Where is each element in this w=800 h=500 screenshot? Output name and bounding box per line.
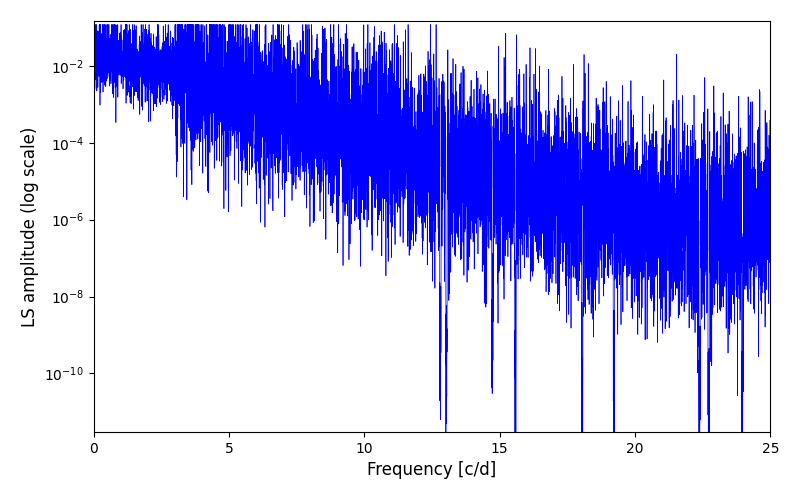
Y-axis label: LS amplitude (log scale): LS amplitude (log scale) xyxy=(21,126,39,326)
X-axis label: Frequency [c/d]: Frequency [c/d] xyxy=(367,461,497,479)
